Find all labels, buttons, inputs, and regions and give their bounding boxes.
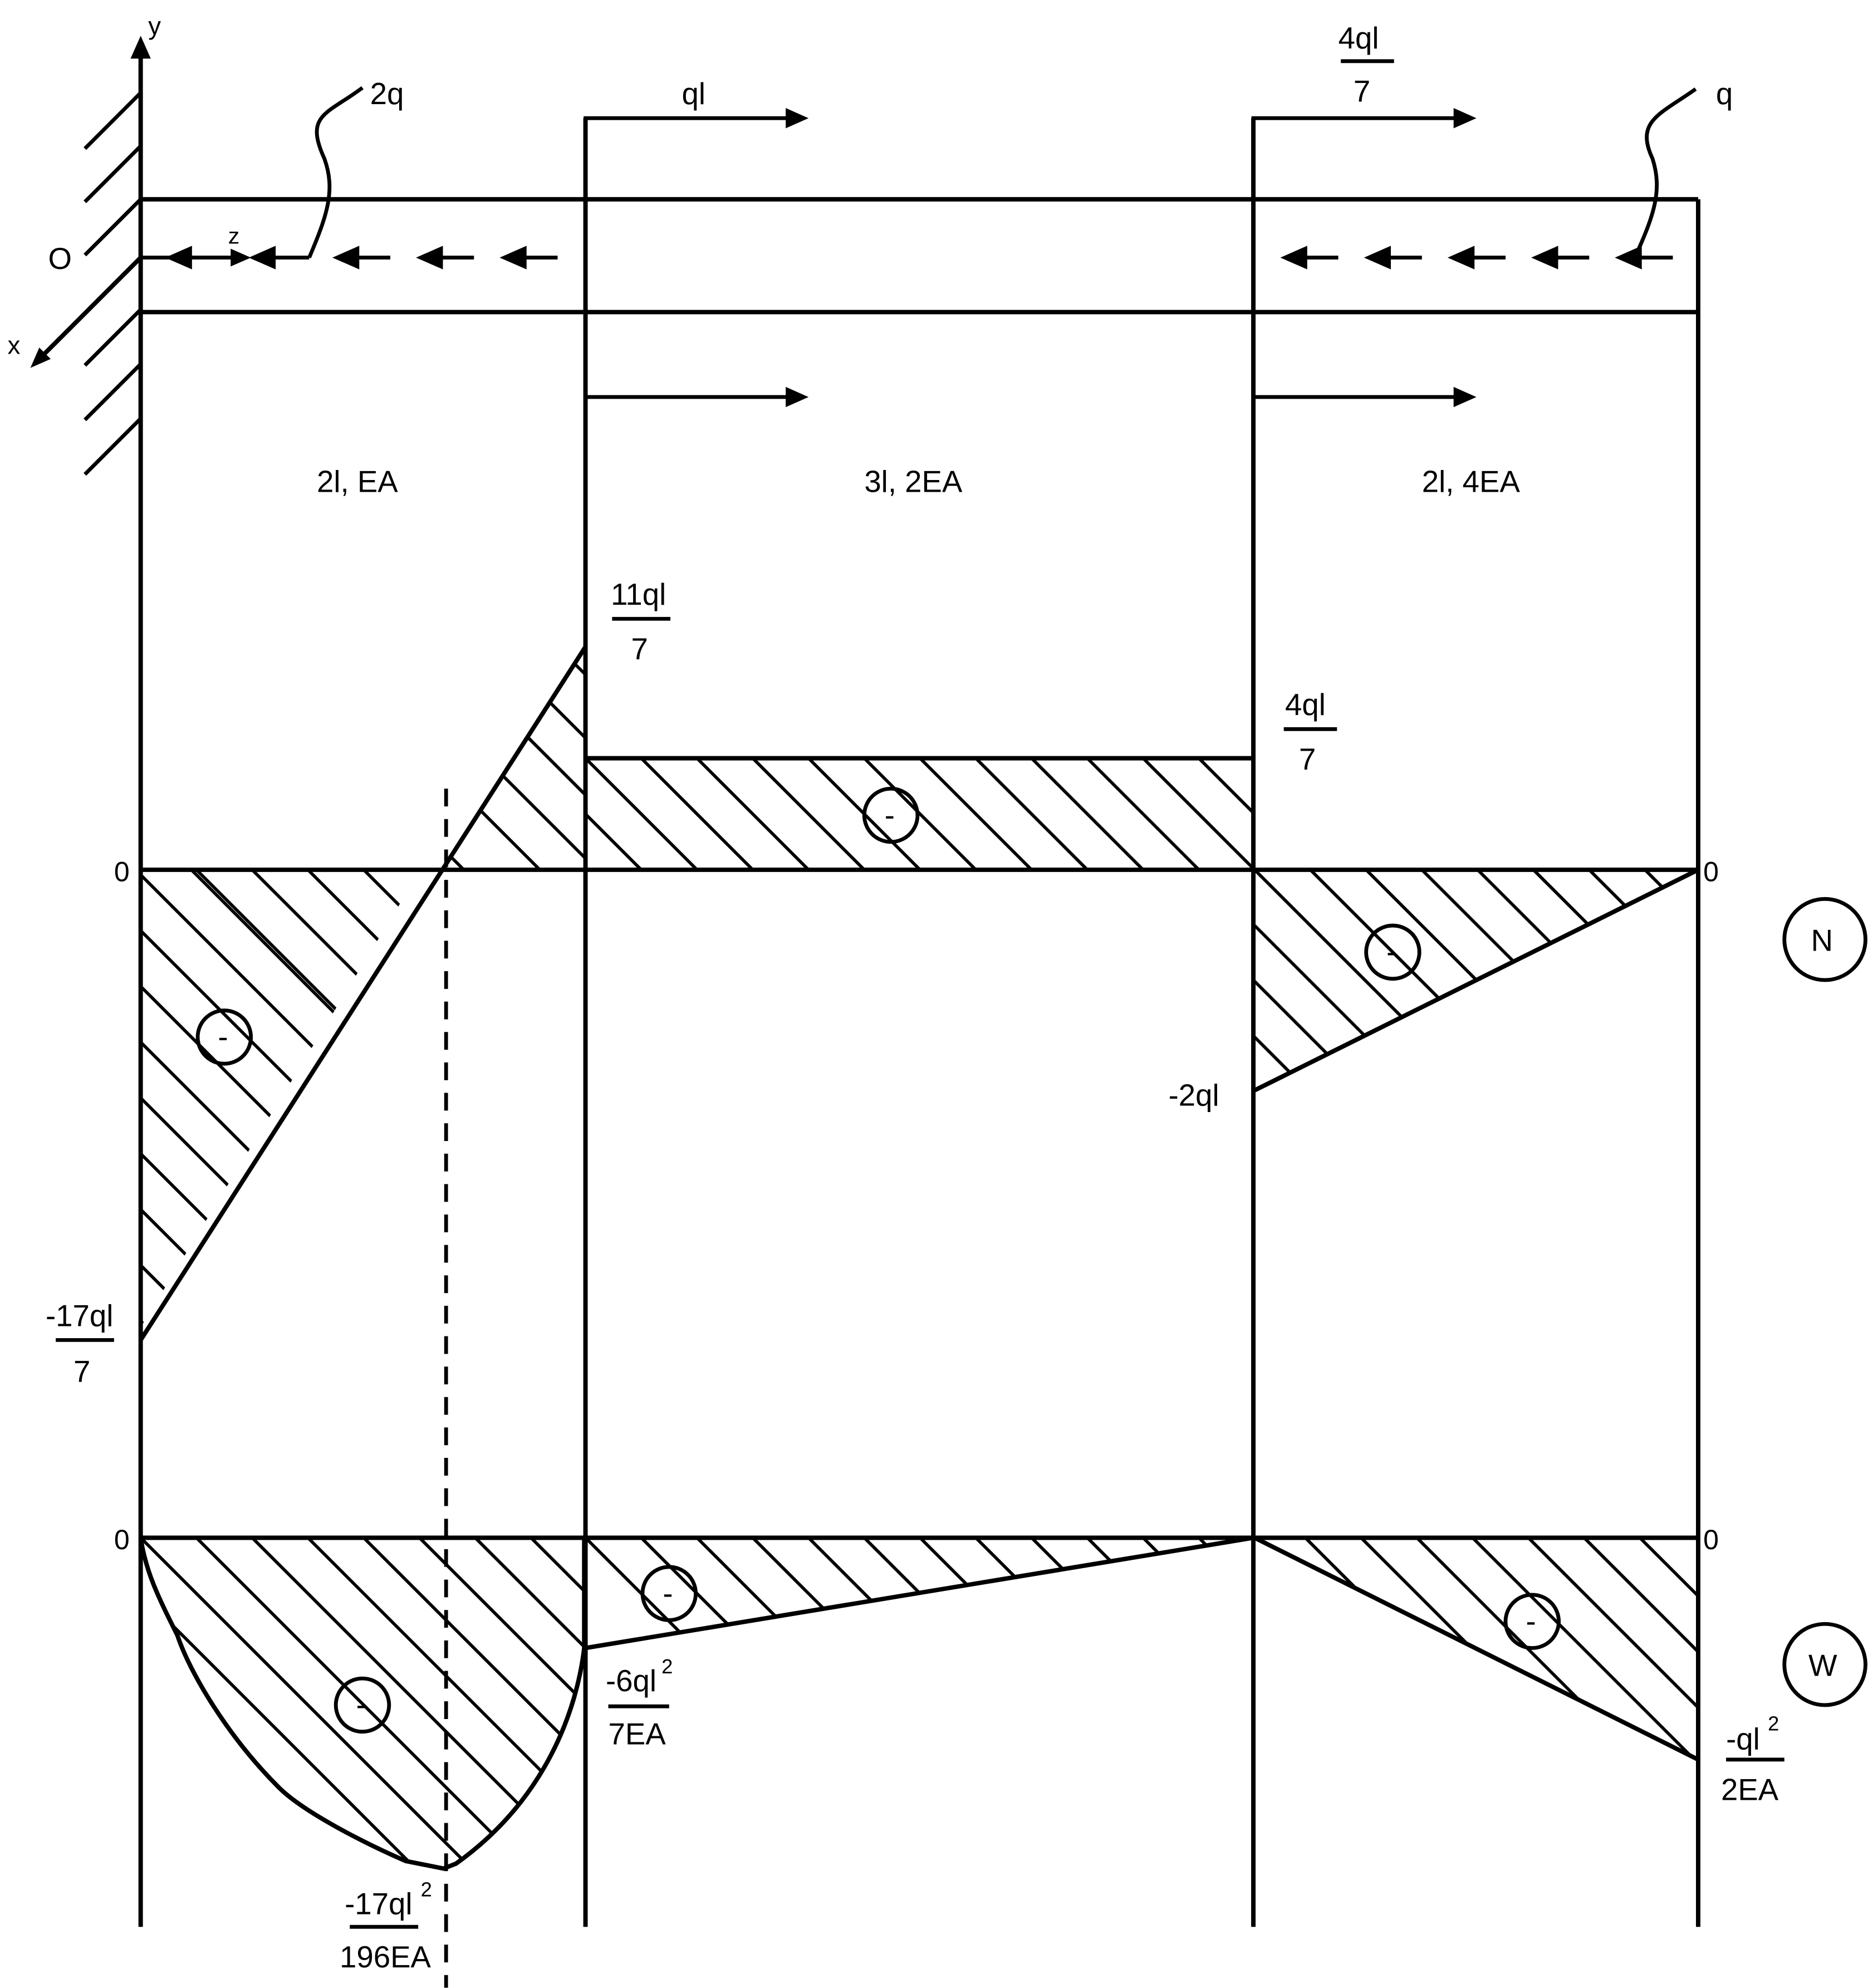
w-value-6ql2-den: 7EA bbox=[609, 1717, 666, 1751]
w-diagram-badge: W bbox=[1808, 1649, 1837, 1683]
distributed-load-left-label: 2q bbox=[370, 77, 404, 111]
w-value-ql2-exp: 2 bbox=[1768, 1712, 1779, 1735]
segment-label-3: 2l, 4EA bbox=[1422, 465, 1521, 499]
w-value-ql2-den: 2EA bbox=[1721, 1773, 1779, 1807]
w-sign-1: - bbox=[356, 1688, 366, 1722]
n-sign-3: - bbox=[1386, 935, 1396, 969]
w-value-6ql2-num: -6ql bbox=[606, 1664, 656, 1698]
w-zero-left: 0 bbox=[114, 1524, 130, 1555]
n-sign-circle-3 bbox=[1364, 923, 1421, 981]
x-axis-label: x bbox=[8, 331, 21, 360]
n-value-11ql7-den: 7 bbox=[631, 632, 648, 666]
distributed-load-right-label: q bbox=[1716, 77, 1733, 111]
n-value-neg17ql7-den: 7 bbox=[73, 1354, 90, 1388]
n-diagram-badge-circle bbox=[1782, 897, 1867, 982]
origin-label: O bbox=[48, 242, 71, 276]
point-load-4ql7-num: 4ql bbox=[1339, 21, 1379, 55]
coordinate-axes: y x O z bbox=[8, 12, 251, 1927]
bar bbox=[140, 118, 1700, 1927]
w-value-17ql2-den: 196EA bbox=[340, 1940, 432, 1974]
w-sign-circle-3 bbox=[1503, 1593, 1561, 1650]
n-value-4ql7-num: 4ql bbox=[1285, 688, 1326, 722]
w-diagram-badge-circle bbox=[1782, 1622, 1867, 1707]
n-sign-2: - bbox=[885, 798, 895, 832]
w-value-17ql2-num: -17ql bbox=[345, 1887, 412, 1921]
distributed-load-right: q bbox=[1280, 77, 1733, 270]
n-value-11ql7-num: 11ql bbox=[611, 577, 666, 611]
w-sign-3: - bbox=[1526, 1604, 1536, 1638]
n-value-4ql7-den: 7 bbox=[1299, 742, 1316, 776]
y-axis-label: y bbox=[148, 12, 161, 40]
n-value-neg2ql: -2ql bbox=[1169, 1078, 1219, 1112]
segment-label-1: 2l, EA bbox=[317, 465, 398, 499]
n-zero-right: 0 bbox=[1703, 856, 1719, 887]
w-sign-2: - bbox=[663, 1576, 673, 1610]
w-value-6ql2-exp: 2 bbox=[661, 1655, 673, 1678]
n-value-neg17ql7-num: -17ql bbox=[46, 1299, 113, 1333]
n-zero-left: 0 bbox=[114, 856, 130, 887]
n-sign-1: - bbox=[218, 1020, 228, 1054]
n-diagram-badge: N bbox=[1811, 924, 1833, 958]
w-value-ql2-num: -ql bbox=[1726, 1722, 1760, 1756]
w-value-17ql2-exp: 2 bbox=[421, 1878, 432, 1901]
n-sign-circle-2 bbox=[862, 786, 920, 844]
w-sign-circle-2 bbox=[640, 1565, 698, 1622]
w-sign-circle-1 bbox=[334, 1676, 391, 1734]
point-load-ql-label: ql bbox=[682, 77, 706, 111]
w-diagram: - - - 0 0 -6ql 2 7EA -ql 2 2EA -17ql 2 1… bbox=[114, 1524, 1867, 1974]
w-zero-right: 0 bbox=[1703, 1524, 1719, 1555]
z-axis-label: z bbox=[228, 223, 239, 249]
n-sign-circle-1 bbox=[195, 1008, 253, 1066]
segment-label-2: 3l, 2EA bbox=[864, 465, 963, 499]
fixed-support bbox=[84, 91, 143, 476]
point-load-ql: ql bbox=[584, 77, 809, 408]
point-load-4ql7: 4ql 7 bbox=[1251, 21, 1477, 408]
distributed-load-left: 2q bbox=[165, 77, 558, 270]
point-load-4ql7-den: 7 bbox=[1354, 75, 1370, 109]
